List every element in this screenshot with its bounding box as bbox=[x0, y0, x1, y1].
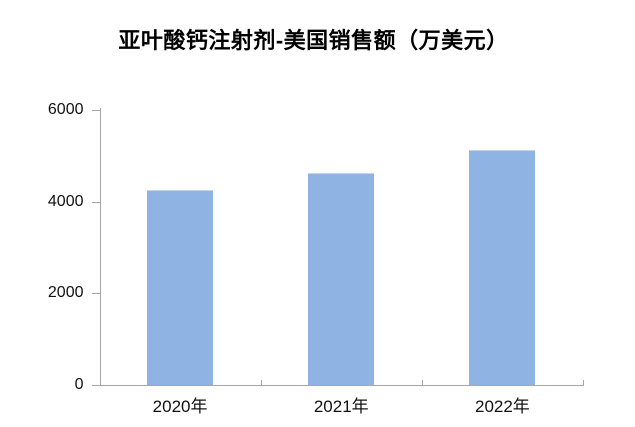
x-axis-label: 2020年 bbox=[152, 397, 208, 416]
y-axis-tick bbox=[91, 385, 100, 386]
bar-2021年 bbox=[308, 172, 375, 385]
y-axis-tick bbox=[91, 201, 100, 203]
y-axis-label: 0 bbox=[74, 376, 84, 393]
x-axis-tick bbox=[421, 380, 423, 385]
x-axis-tick bbox=[260, 380, 262, 385]
y-axis-label: 4000 bbox=[47, 192, 84, 210]
x-axis-label: 2022年 bbox=[474, 397, 530, 416]
bar-2020年 bbox=[147, 190, 214, 385]
chart-title: 亚叶酸钙注射剂-美国销售额（万美元） bbox=[118, 28, 509, 53]
bar-2022年 bbox=[469, 149, 536, 385]
y-axis-line bbox=[99, 108, 101, 385]
x-axis-line bbox=[99, 385, 584, 386]
y-axis-label: 6000 bbox=[47, 101, 84, 118]
y-axis-label: 2000 bbox=[47, 284, 84, 302]
y-axis-tick bbox=[91, 293, 100, 295]
y-axis-tick bbox=[91, 110, 100, 111]
x-axis-label: 2021年 bbox=[313, 397, 369, 416]
x-axis-tick bbox=[583, 380, 584, 385]
